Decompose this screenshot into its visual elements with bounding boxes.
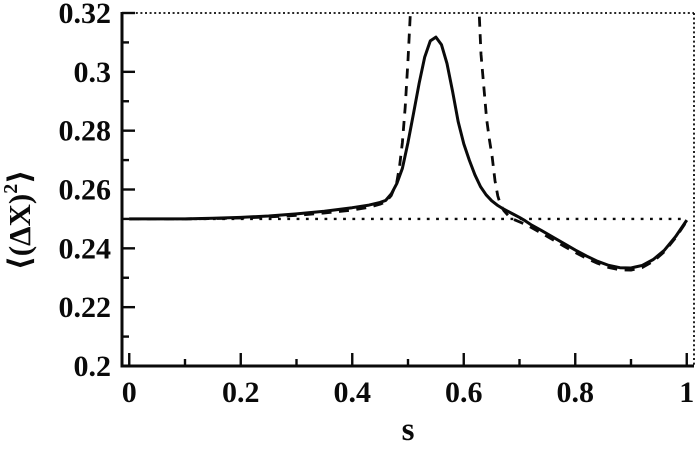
dashed-curve: [129, 13, 688, 272]
axis-tick-labels: 0 0.2 0.4 0.6 0.8 1 0.2 0.22 0.24 0.26 0.28 0.3 0.32: [59, 0, 695, 409]
y-tick-label: 0.3: [74, 56, 112, 89]
plot-frame: [120, 12, 695, 368]
plot-series: [129, 13, 689, 272]
x-tick-label: 0.2: [222, 376, 260, 409]
x-tick-label: 0.6: [445, 376, 483, 409]
x-axis-label: s: [402, 412, 415, 448]
y-tick-label: 0.2: [74, 350, 112, 383]
y-tick-label: 0.28: [59, 115, 112, 148]
x-tick-label: 1: [679, 376, 694, 409]
y-tick-label: 0.22: [59, 291, 112, 324]
x-tick-label: 0: [122, 376, 137, 409]
axis-ticks: [122, 11, 688, 368]
y-tick-label: 0.24: [59, 232, 112, 265]
solid-curve: [129, 35, 689, 270]
y-tick-label: 0.26: [59, 174, 112, 207]
y-axis-label: ⟨(ΔX)2⟩: [0, 170, 37, 271]
x-tick-label: 0.4: [333, 376, 371, 409]
x-tick-label: 0.8: [557, 376, 595, 409]
y-tick-label: 0.32: [59, 0, 112, 30]
